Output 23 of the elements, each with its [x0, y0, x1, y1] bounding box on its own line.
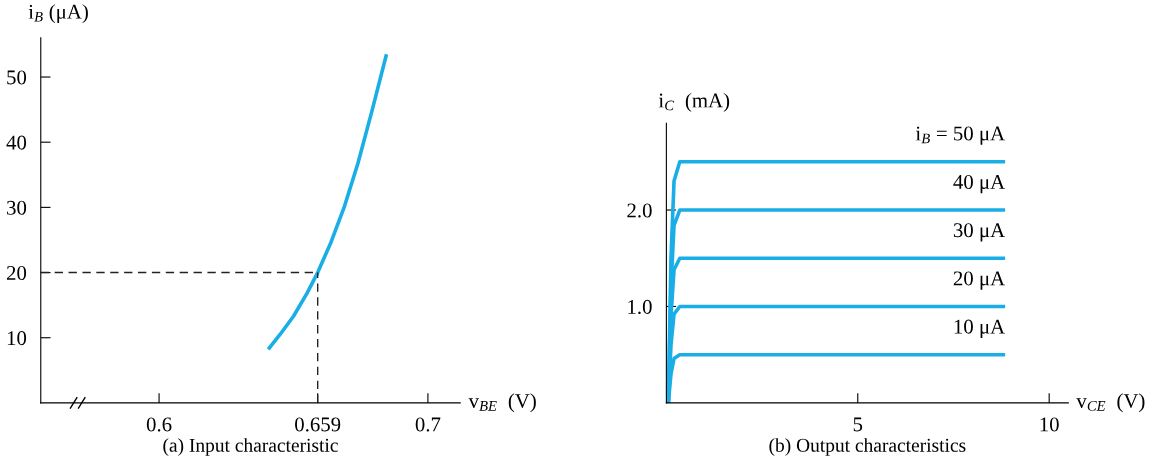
x-tick-label: 0.7 — [415, 417, 441, 432]
x-tick-label: 5 — [853, 417, 863, 432]
y-tick-label: 30 — [7, 200, 27, 215]
series-label: 10 μA — [954, 319, 1005, 338]
x-tick-label: 0.6 — [146, 417, 172, 432]
series-label: 40 μA — [953, 174, 1005, 194]
y-tick-label: 2.0 — [627, 203, 652, 218]
y-axis-title: i$_{B}$ (μA) — [28, 4, 88, 24]
x-tick-label: 10 — [1040, 417, 1059, 432]
y-axis-title: i$_{C}$ (mA) — [658, 92, 730, 112]
series-label: i$_{B}$ = 50 μA — [915, 126, 1005, 145]
text: (a) Input characteristic — [163, 438, 338, 456]
series-label: 20 μA — [953, 271, 1005, 290]
y-tick-label: 50 — [7, 70, 27, 85]
x-tick-label: 0.659 — [295, 417, 341, 432]
x-axis-title: v$_{BE}$ (V) — [468, 393, 536, 413]
text: (b) Output characteristics — [769, 438, 966, 456]
y-tick-label: 10 — [7, 331, 27, 346]
y-tick-label: 20 — [6, 265, 27, 280]
x-axis-title: v$_{CE}$ (V) — [1076, 393, 1145, 413]
y-tick-label: 1.0 — [628, 299, 652, 314]
y-tick-label: 40 — [6, 135, 27, 150]
series-label: 30 μA — [953, 223, 1005, 242]
